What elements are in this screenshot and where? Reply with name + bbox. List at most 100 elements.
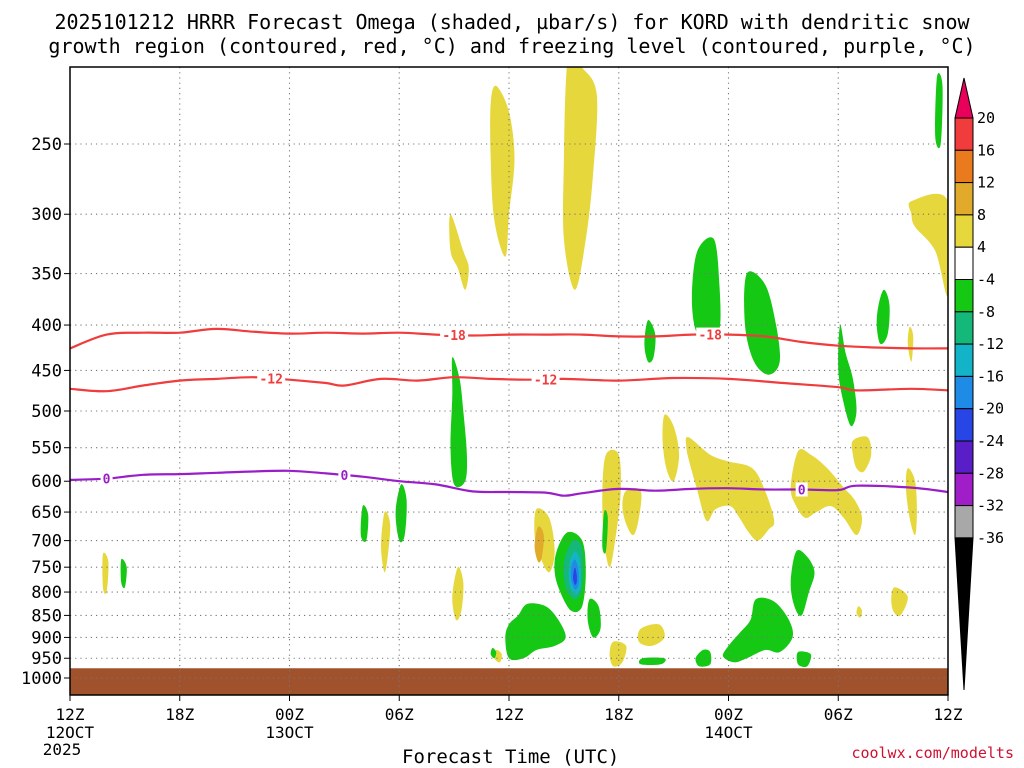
contour-label: -18: [698, 329, 722, 344]
omega-region: [395, 484, 407, 543]
colorbar-box: [954, 311, 974, 345]
contour-label-bg: [440, 328, 469, 343]
colorbar-label: -4: [977, 271, 995, 289]
omega-region: [790, 448, 863, 536]
omega-region: [360, 505, 369, 542]
y-tick-label: 900: [31, 628, 62, 648]
contour-label-bg: [257, 371, 286, 386]
contour-label: 0: [103, 473, 111, 488]
contour-label-bg: [795, 482, 808, 497]
y-tick-label: 600: [31, 472, 62, 492]
omega-region: [505, 603, 566, 661]
y-tick-label: 950: [31, 649, 62, 669]
colorbar-label: -24: [977, 432, 1004, 450]
colorbar-box: [954, 279, 974, 313]
omega-region: [587, 598, 601, 638]
x-tick-label: 06Z: [385, 705, 414, 724]
colorbar-box: [954, 375, 974, 410]
x-tick-label: 12Z: [495, 705, 524, 724]
omega-region: [876, 289, 890, 345]
x-tick-label: 18Z: [165, 705, 194, 724]
grid-layer: [70, 67, 948, 695]
omega-region: [638, 657, 666, 666]
colorbar-label: 8: [977, 206, 986, 224]
omega-region: [796, 651, 812, 668]
omega-region: [856, 606, 863, 618]
omega-region: [534, 508, 555, 573]
omega-region: [120, 558, 127, 589]
x-tick-date: 13OCT: [265, 723, 314, 742]
omega-region: [891, 587, 908, 617]
colorbar-box: [954, 440, 974, 474]
colorbar-box: [954, 117, 974, 151]
colorbar-label: 20: [977, 109, 995, 127]
contour-label-bg: [531, 372, 560, 387]
x-axis-label: Forecast Time (UTC): [402, 746, 620, 768]
colorbar-box: [954, 343, 974, 377]
omega-region: [452, 566, 464, 621]
colorbar-box: [954, 505, 974, 539]
omega-region: [695, 649, 712, 667]
axes-layer: 2503003504004505005506006507007508008509…: [21, 66, 963, 759]
colorbar: 20 16 12 8 4 -4 -8 -12 -16 -20 -24 -28 -32 -36: [954, 77, 1004, 691]
x-tick-label: 18Z: [604, 705, 633, 724]
y-tick-label: 850: [31, 606, 62, 626]
colorbar-box: [954, 182, 974, 216]
omega-region: [573, 567, 577, 586]
omega-region: [534, 526, 544, 563]
omega-region: [935, 72, 943, 149]
x-tick-label: 06Z: [824, 705, 853, 724]
colorbar-box: [954, 214, 974, 248]
omega-region: [609, 641, 627, 667]
omega-region: [790, 550, 815, 616]
colorbar-box: [954, 408, 974, 442]
x-tick-label: 12Z: [934, 705, 963, 724]
colorbar-label: 16: [977, 141, 995, 159]
colorbar-label: -32: [977, 497, 1004, 515]
contour-label-bg: [100, 471, 113, 486]
y-tick-label: 250: [31, 135, 62, 155]
y-tick-label: 650: [31, 503, 62, 523]
colorbar-label: -28: [977, 464, 1004, 482]
omega-shading-layer: [102, 67, 948, 668]
x-tick-label: 00Z: [275, 705, 304, 724]
contour-label: -18: [442, 329, 466, 344]
colorbar-box: [954, 246, 974, 280]
omega-region: [722, 597, 793, 663]
chart-title-line-2: growth region (contoured, red, °C) and f…: [48, 34, 976, 58]
omega-region: [644, 320, 656, 363]
colorbar-box: [954, 149, 974, 184]
colorbar-bottom-arrow: [954, 537, 974, 691]
x-tick-year: 2025: [43, 740, 82, 759]
contour-label: 0: [798, 483, 806, 498]
omega-region: [602, 510, 608, 554]
contour-label-bg: [696, 327, 725, 342]
omega-region: [908, 193, 948, 296]
omega-region: [562, 67, 598, 290]
y-tick-label: 750: [31, 558, 62, 578]
y-tick-label: 300: [31, 205, 62, 225]
colorbar-label: -12: [977, 335, 1004, 353]
omega-region: [744, 271, 781, 375]
y-tick-label: 550: [31, 439, 62, 459]
omega-region: [838, 324, 857, 427]
x-tick-label: 12Z: [56, 705, 85, 724]
y-tick-label: 700: [31, 532, 62, 552]
x-tick-label: 00Z: [714, 705, 743, 724]
y-tick-label: 450: [31, 361, 62, 381]
contour-label: -12: [534, 373, 557, 388]
x-tick-date: 12OCT: [46, 723, 95, 742]
credit-text: coolwx.com/modelts: [851, 744, 1014, 762]
omega-region: [490, 85, 515, 257]
contour-label: -12: [259, 372, 282, 387]
omega-region: [662, 414, 680, 482]
y-tick-label: 1000: [21, 669, 62, 689]
colorbar-label: -36: [977, 529, 1004, 547]
colorbar-label: 12: [977, 174, 995, 192]
omega-region: [851, 436, 872, 473]
x-tick-date: 14OCT: [704, 723, 753, 742]
omega-region: [450, 357, 468, 488]
chart-title-line-1: 2025101212 HRRR Forecast Omega (shaded, …: [54, 10, 970, 34]
contour-label: 0: [340, 469, 348, 484]
